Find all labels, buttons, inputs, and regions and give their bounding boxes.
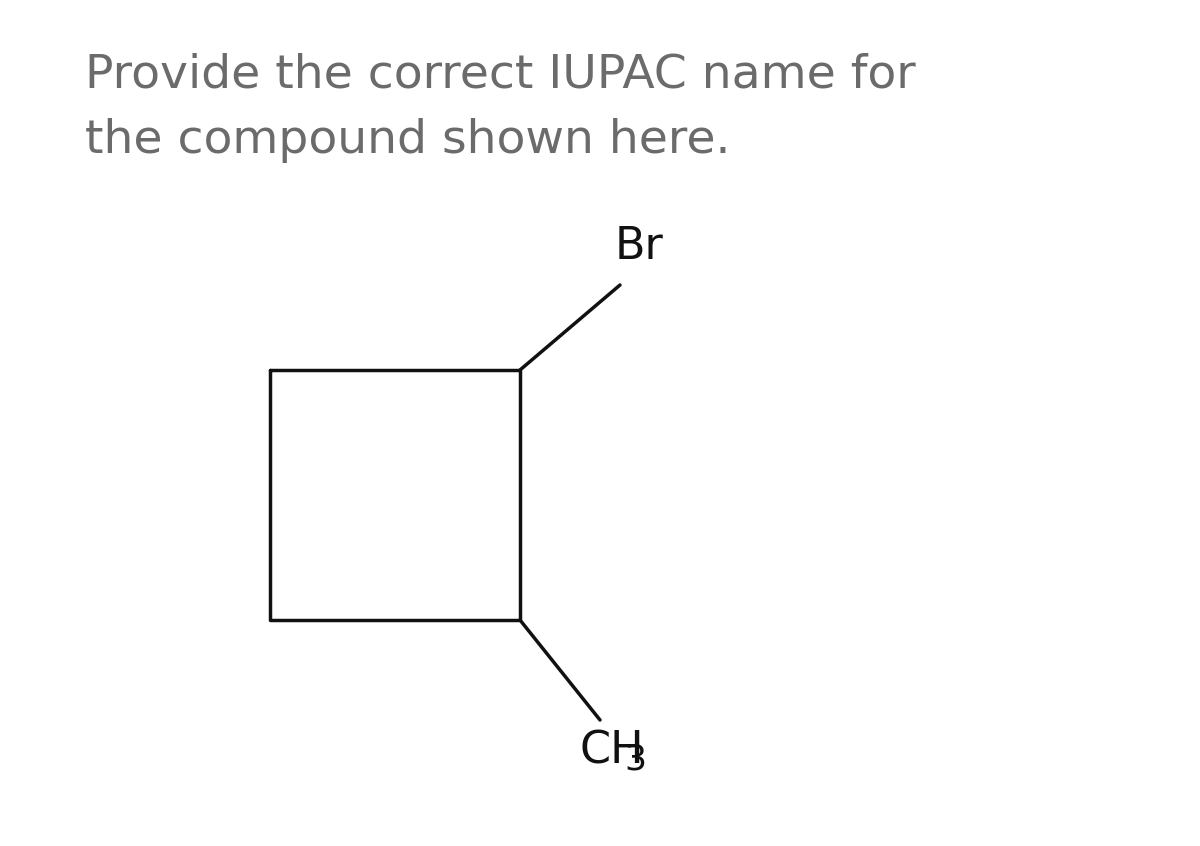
Text: Br: Br [616, 225, 664, 268]
Text: CH: CH [580, 730, 644, 773]
Text: Provide the correct IUPAC name for: Provide the correct IUPAC name for [85, 52, 916, 97]
Text: 3: 3 [624, 742, 646, 776]
Text: the compound shown here.: the compound shown here. [85, 118, 731, 163]
